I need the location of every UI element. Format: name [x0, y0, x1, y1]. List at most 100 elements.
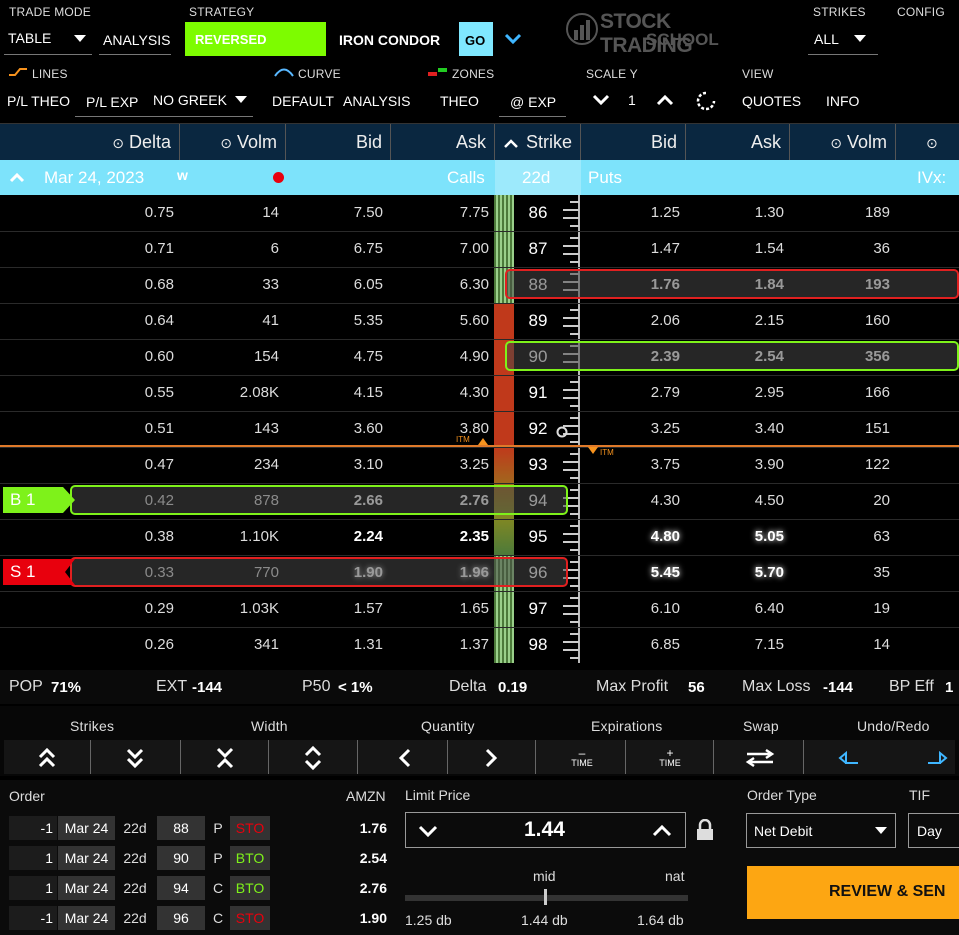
call-ask-cell[interactable]: 2.35	[459, 528, 489, 545]
col-strike[interactable]: Strike	[495, 124, 581, 160]
quantity-increase-button[interactable]	[474, 742, 508, 774]
width-narrow-button[interactable]	[208, 742, 242, 774]
put-ask-cell[interactable]: 1.54	[754, 240, 784, 257]
put-ask-cell[interactable]: 5.70	[754, 564, 784, 581]
undo-button[interactable]	[834, 742, 864, 774]
quantity-decrease-button[interactable]	[388, 742, 422, 774]
put-bid-cell[interactable]: 4.80	[650, 528, 680, 545]
put-ask-cell[interactable]: 2.15	[754, 312, 784, 329]
tif-select[interactable]: Day	[908, 813, 959, 848]
call-bid-cell[interactable]: 3.60	[353, 420, 383, 437]
call-bid-cell[interactable]: 1.57	[353, 600, 383, 617]
width-widen-button[interactable]	[296, 742, 330, 774]
trade-mode-select[interactable]: TABLE	[4, 26, 92, 55]
leg-quantity[interactable]: -1	[9, 816, 57, 840]
quotes-button[interactable]: QUOTES	[742, 93, 802, 109]
call-ask-cell[interactable]: 1.37	[459, 636, 489, 653]
put-ask-cell[interactable]: 6.40	[754, 600, 784, 617]
call-bid-cell[interactable]: 4.15	[353, 384, 383, 401]
strike-cell[interactable]: 98	[528, 635, 548, 654]
price-down-icon[interactable]	[418, 825, 438, 837]
call-ask-cell[interactable]: 7.00	[459, 240, 489, 257]
greek-select[interactable]: NO GREEK	[153, 92, 227, 108]
expiry-row[interactable]: Mar 24, 2023 w Calls 22d Puts IVx:	[0, 160, 959, 195]
chain-row[interactable]: 0.26 341 1.31 1.37 6.85 7.15 14 98	[0, 627, 959, 663]
call-ask-cell[interactable]: 4.30	[459, 384, 489, 401]
col-delta[interactable]: ⊙ Delta	[0, 124, 180, 160]
strikes-up-button[interactable]	[30, 742, 64, 774]
strike-cell[interactable]: 86	[528, 203, 548, 222]
col-volm[interactable]: ⊙ Volm	[180, 124, 286, 160]
pl-theo-button[interactable]: P/L THEO	[7, 93, 71, 109]
call-ask-cell[interactable]: 5.60	[459, 312, 489, 329]
strategy-select[interactable]: IRON CONDOR	[330, 22, 454, 56]
strikes-select[interactable]: ALL	[808, 26, 878, 55]
put-ask-cell[interactable]: 1.30	[754, 204, 784, 221]
leg-date[interactable]: Mar 24	[58, 906, 115, 930]
col-ask[interactable]: Ask	[391, 124, 495, 160]
chain-row[interactable]: 0.75 14 7.50 7.75 1.25 1.30 189 86	[0, 195, 959, 231]
leg-strike[interactable]: 96	[157, 906, 205, 930]
col-bid[interactable]: Bid	[286, 124, 391, 160]
chain-row[interactable]: 0.29 1.03K 1.57 1.65 6.10 6.40 19 97	[0, 591, 959, 627]
leg-action[interactable]: BTO	[230, 876, 270, 900]
long-put-highlight[interactable]	[505, 341, 959, 371]
leg-date[interactable]: Mar 24	[58, 846, 115, 870]
put-ask-cell[interactable]: 4.50	[754, 492, 784, 509]
analysis-view-button[interactable]: ANALYSIS	[343, 93, 411, 109]
leg-strike[interactable]: 88	[157, 816, 205, 840]
order-leg-row[interactable]: 1 Mar 24 22d 94 C BTO 2.76	[0, 876, 400, 902]
info-button[interactable]: INFO	[826, 93, 860, 109]
at-exp-button[interactable]: @ EXP	[499, 86, 566, 117]
leg-quantity[interactable]: 1	[9, 876, 57, 900]
col-put-ask[interactable]: Ask	[686, 124, 790, 160]
put-bid-cell[interactable]: 3.25	[650, 420, 680, 437]
leg-strike[interactable]: 94	[157, 876, 205, 900]
strike-cell[interactable]: 91	[528, 383, 548, 402]
call-ask-cell[interactable]: 1.65	[459, 600, 489, 617]
call-bid-cell[interactable]: 6.75	[353, 240, 383, 257]
strike-cell[interactable]: 92	[528, 419, 548, 438]
put-ask-cell[interactable]: 3.40	[754, 420, 784, 437]
call-ask-cell[interactable]: 6.30	[459, 276, 489, 293]
leg-date[interactable]: Mar 24	[58, 816, 115, 840]
call-bid-cell[interactable]: 6.05	[353, 276, 383, 293]
call-bid-cell[interactable]: 1.31	[353, 636, 383, 653]
put-bid-cell[interactable]: 4.30	[650, 492, 680, 509]
leg-date[interactable]: Mar 24	[58, 876, 115, 900]
order-leg-row[interactable]: 1 Mar 24 22d 90 P BTO 2.54	[0, 846, 400, 872]
leg-action[interactable]: STO	[230, 906, 270, 930]
call-bid-cell[interactable]: 3.10	[353, 456, 383, 473]
scale-down-icon[interactable]	[592, 94, 610, 106]
put-ask-cell[interactable]: 7.15	[754, 636, 784, 653]
short-put-highlight[interactable]	[505, 269, 959, 299]
call-ask-cell[interactable]: 7.75	[459, 204, 489, 221]
put-bid-cell[interactable]: 6.10	[650, 600, 680, 617]
leg-action[interactable]: STO	[230, 816, 270, 840]
put-ask-cell[interactable]: 2.95	[754, 384, 784, 401]
col-put-bid[interactable]: Bid	[581, 124, 686, 160]
lock-icon[interactable]	[696, 819, 714, 841]
review-send-button[interactable]: REVIEW & SEN	[747, 866, 959, 919]
col-put-volm[interactable]: ⊙ Volm	[790, 124, 896, 160]
leg-action[interactable]: BTO	[230, 846, 270, 870]
strike-cell[interactable]: 97	[528, 599, 548, 618]
refresh-icon[interactable]	[695, 90, 717, 112]
put-ask-cell[interactable]: 3.90	[754, 456, 784, 473]
put-bid-cell[interactable]: 1.25	[650, 204, 680, 221]
reversed-toggle[interactable]: REVERSED	[185, 22, 326, 56]
leg-strike[interactable]: 90	[157, 846, 205, 870]
order-leg-row[interactable]: -1 Mar 24 22d 96 C STO 1.90	[0, 906, 400, 932]
strike-cell[interactable]: 93	[528, 455, 548, 474]
chevron-down-icon[interactable]	[235, 96, 247, 104]
put-bid-cell[interactable]: 1.47	[650, 240, 680, 257]
put-ask-cell[interactable]: 5.05	[754, 528, 784, 545]
call-bid-cell[interactable]: 5.35	[353, 312, 383, 329]
time-increase-button[interactable]: + TIME	[648, 742, 692, 774]
pl-exp-button[interactable]: P/L EXP	[86, 94, 139, 110]
strike-cell[interactable]: 87	[528, 239, 548, 258]
col-put-delta[interactable]: ⊙ D	[926, 135, 939, 189]
redo-button[interactable]	[922, 742, 952, 774]
call-bid-cell[interactable]: 4.75	[353, 348, 383, 365]
theo-button[interactable]: THEO	[440, 93, 479, 109]
